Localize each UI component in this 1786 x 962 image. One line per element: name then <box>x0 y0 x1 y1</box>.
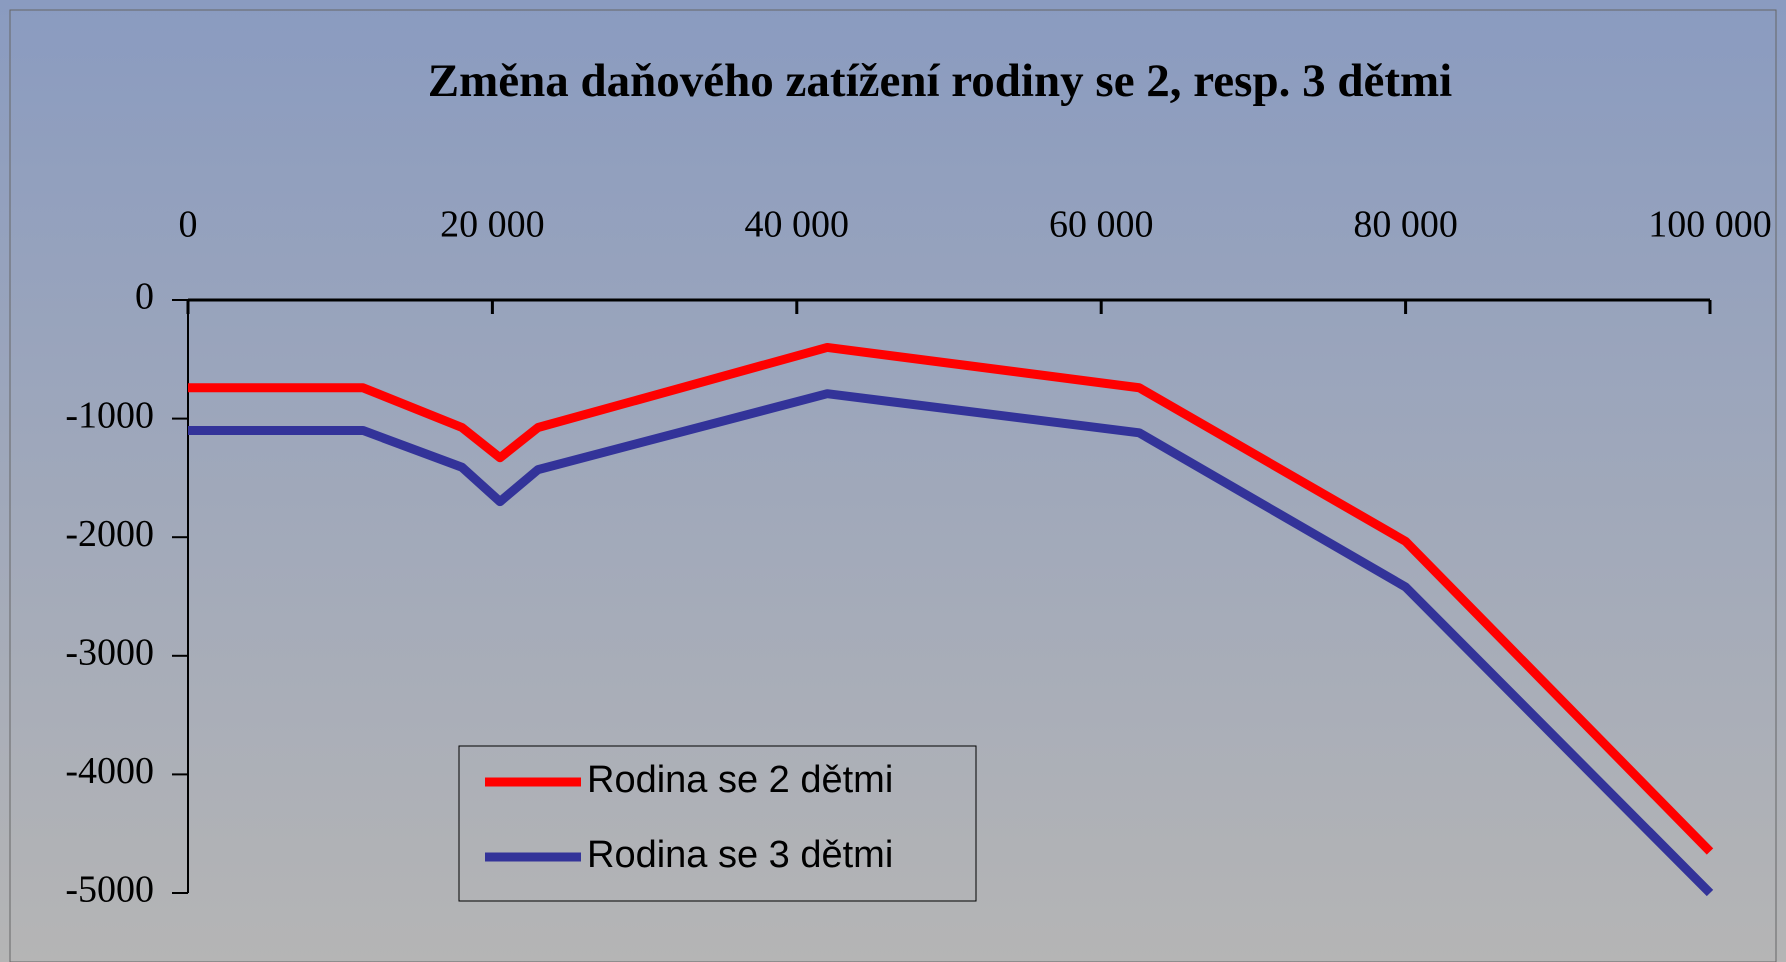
y-tick-label: -3000 <box>65 632 154 674</box>
legend-label: Rodina se 2 dětmi <box>587 759 893 801</box>
legend-box <box>458 745 977 902</box>
series-line <box>188 342 1714 855</box>
y-tick-label: -2000 <box>65 513 154 555</box>
y-tick-label: -4000 <box>65 750 154 792</box>
series-line <box>188 389 1714 897</box>
x-tick-label: 60 000 <box>1049 204 1154 246</box>
y-tick-label: 0 <box>135 276 154 318</box>
x-tick-label: 20 000 <box>440 204 545 246</box>
chart-title: Změna daňového zatížení rodiny se 2, res… <box>428 55 1452 107</box>
x-tick-label: 40 000 <box>745 204 850 246</box>
y-tick-label: -1000 <box>65 394 154 436</box>
legend-label: Rodina se 3 dětmi <box>587 834 893 876</box>
y-tick-label: -5000 <box>65 869 154 911</box>
x-tick-label: 80 000 <box>1353 204 1458 246</box>
x-tick-label: 100 000 <box>1648 204 1772 246</box>
frame <box>9 9 1777 962</box>
x-tick-label: 0 <box>179 204 198 246</box>
